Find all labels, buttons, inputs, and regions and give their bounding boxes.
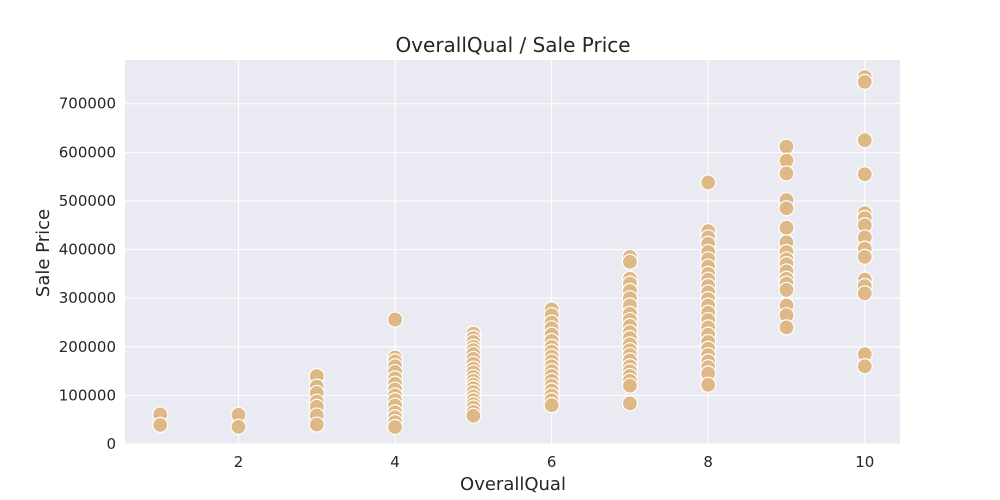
data-point [543,397,560,414]
data-point [386,418,404,436]
plot-area [125,60,900,444]
x-tick-label: 4 [390,453,400,471]
y-tick-label: 400000 [59,241,116,259]
y-axis-ticks: 0 100000 200000 300000 400000 500000 600000 700… [59,95,116,453]
data-point [621,395,639,412]
x-tick-label: 8 [703,453,713,471]
data-point [778,219,795,236]
x-tick-label: 6 [547,453,557,471]
y-tick-label: 0 [106,435,116,453]
data-point [856,132,873,149]
data-point [856,358,873,375]
y-axis-label: Sale Price [33,209,54,297]
data-point [778,319,795,336]
y-tick-label: 300000 [59,289,116,307]
x-tick-label: 2 [234,453,244,471]
data-point [856,166,873,183]
data-point [700,376,717,393]
data-point [856,248,873,265]
data-point [856,73,873,90]
data-point [152,416,169,433]
chart-title: OverallQual / Sale Price [395,33,630,57]
data-point [700,174,717,191]
data-point [778,281,795,299]
y-tick-label: 600000 [59,143,116,161]
data-point [778,165,795,182]
data-point [465,407,482,424]
x-axis-label: OverallQual [460,474,566,495]
data-point [230,418,247,435]
data-point [386,311,404,328]
x-tick-label: 10 [855,453,874,471]
data-point [621,253,639,270]
y-tick-label: 700000 [59,95,116,113]
data-point [856,285,873,302]
data-point [621,377,639,394]
data-points [152,68,873,436]
grid-lines [125,60,900,445]
data-point [778,138,795,155]
x-axis-ticks: 2 4 6 8 10 [234,453,875,471]
y-tick-label: 500000 [59,192,116,210]
data-point [778,200,795,217]
data-point [308,416,325,433]
y-tick-label: 100000 [59,386,116,404]
y-tick-label: 200000 [59,338,116,356]
